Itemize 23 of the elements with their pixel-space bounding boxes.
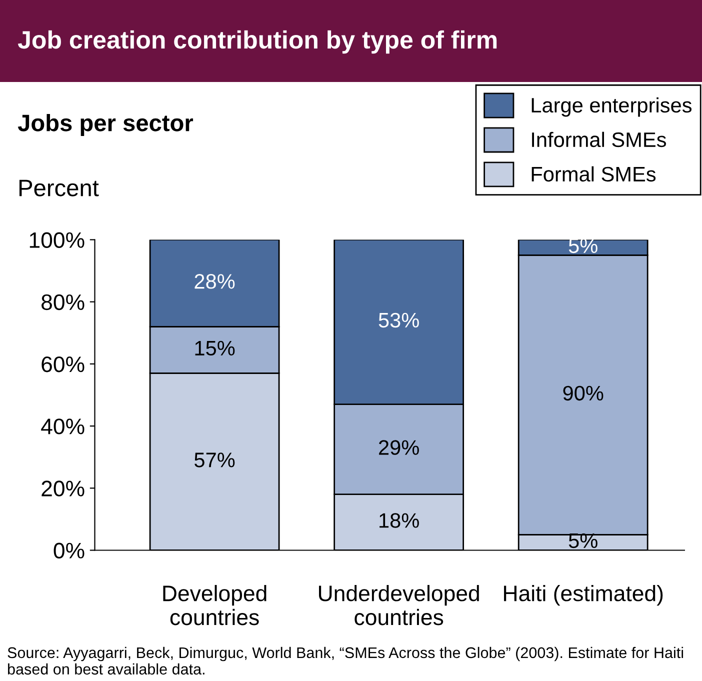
legend-label: Formal SMEs [532,166,656,182]
legend-label: Informal SMEs [532,132,666,148]
y-tick-label: 60% [42,356,84,372]
y-tick-label: 80% [42,294,84,310]
y-axis-title: Percent [19,180,99,196]
y-tick-label: 100% [30,232,84,248]
y-tick-label: 40% [41,418,84,434]
chart-subtitle: Jobs per sector [18,114,194,136]
data-label: 18% [380,513,419,528]
y-tick-label: 0% [54,542,84,559]
chart-title: Job creation contribution by type of firm [18,30,497,54]
data-label: 90% [563,386,604,401]
data-label: 53% [378,312,419,328]
x-tick-label: Underdeveloped countries [319,584,479,626]
data-label: 28% [194,274,235,289]
data-label: 29% [379,440,419,455]
x-tick-label: Developed countries [163,584,266,626]
data-label: 57% [194,452,235,468]
y-tick-label: 20% [42,480,84,496]
source-note: Source: Ayyagarri, Beck, Dimurguc, World Bank, “SMEs Across the Globe” (2003). Estimate for Haiti based on best available data. [8,646,684,675]
data-label: 15% [195,340,235,356]
x-tick-label: Haiti (estimated) [504,584,663,606]
legend-label: Large enterprises [532,97,692,117]
